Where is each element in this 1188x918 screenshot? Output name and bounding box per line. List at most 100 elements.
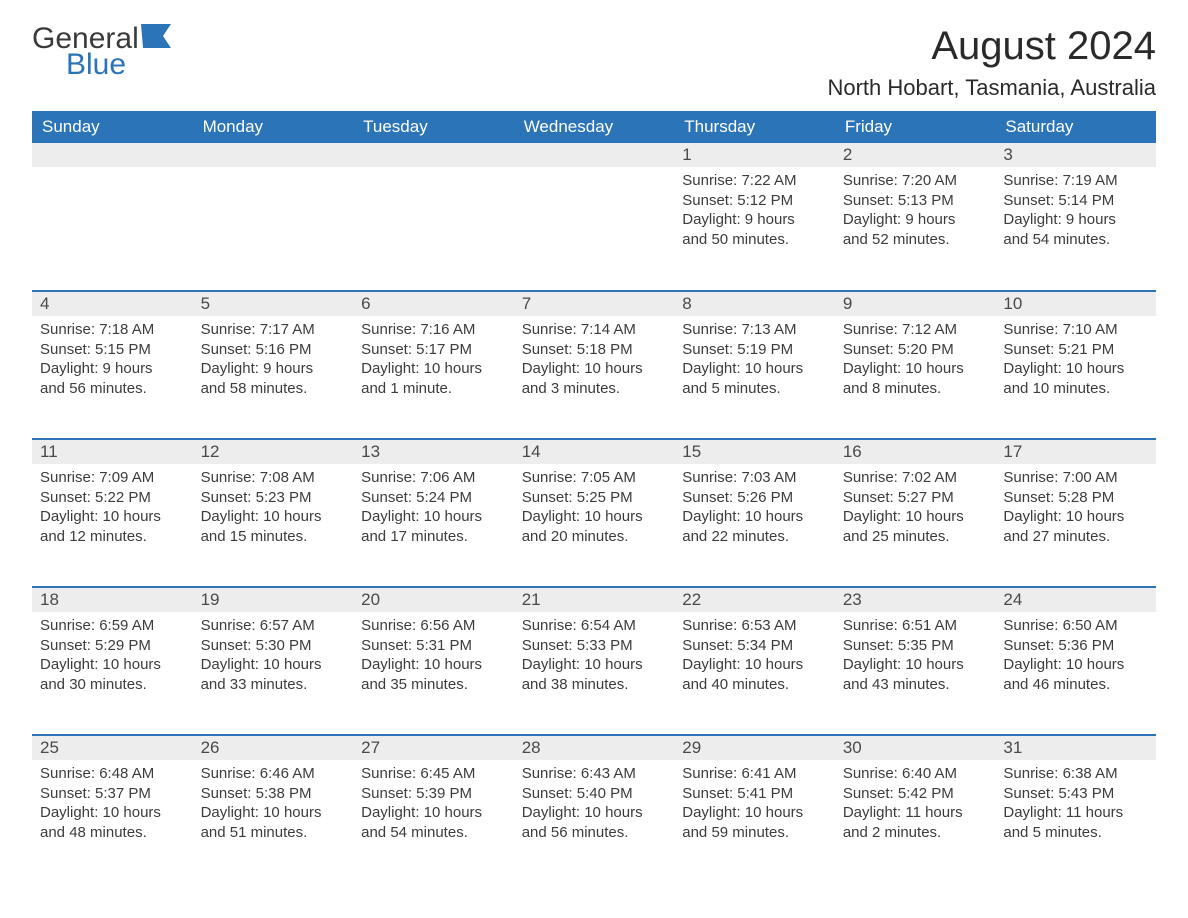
day-details: Sunrise: 7:14 AMSunset: 5:18 PMDaylight:… (514, 316, 675, 406)
weekday-header: Sunday (32, 111, 193, 143)
calendar-day-cell (32, 143, 193, 291)
day-sunset: Sunset: 5:22 PM (40, 488, 185, 508)
day-number: 28 (514, 736, 675, 760)
day-daylight2: and 8 minutes. (843, 379, 988, 399)
calendar-day-cell: 9Sunrise: 7:12 AMSunset: 5:20 PMDaylight… (835, 291, 996, 439)
day-daylight1: Daylight: 10 hours (682, 655, 827, 675)
day-details: Sunrise: 6:53 AMSunset: 5:34 PMDaylight:… (674, 612, 835, 702)
day-number (353, 143, 514, 167)
day-number: 21 (514, 588, 675, 612)
day-sunset: Sunset: 5:25 PM (522, 488, 667, 508)
day-number: 15 (674, 440, 835, 464)
day-sunset: Sunset: 5:43 PM (1003, 784, 1148, 804)
day-number (193, 143, 354, 167)
day-sunrise: Sunrise: 6:59 AM (40, 616, 185, 636)
calendar-week-row: 11Sunrise: 7:09 AMSunset: 5:22 PMDayligh… (32, 439, 1156, 587)
day-details: Sunrise: 6:57 AMSunset: 5:30 PMDaylight:… (193, 612, 354, 702)
weekday-header: Thursday (674, 111, 835, 143)
day-sunset: Sunset: 5:15 PM (40, 340, 185, 360)
day-number: 13 (353, 440, 514, 464)
calendar-week-row: 1Sunrise: 7:22 AMSunset: 5:12 PMDaylight… (32, 143, 1156, 291)
day-number: 30 (835, 736, 996, 760)
day-number: 23 (835, 588, 996, 612)
location-subtitle: North Hobart, Tasmania, Australia (827, 75, 1156, 101)
day-daylight2: and 2 minutes. (843, 823, 988, 843)
calendar-day-cell: 17Sunrise: 7:00 AMSunset: 5:28 PMDayligh… (995, 439, 1156, 587)
day-sunrise: Sunrise: 7:16 AM (361, 320, 506, 340)
logo: General Blue (32, 24, 175, 80)
day-number: 26 (193, 736, 354, 760)
day-number: 12 (193, 440, 354, 464)
day-sunset: Sunset: 5:23 PM (201, 488, 346, 508)
day-sunset: Sunset: 5:26 PM (682, 488, 827, 508)
day-daylight1: Daylight: 9 hours (40, 359, 185, 379)
calendar-day-cell (514, 143, 675, 291)
day-details: Sunrise: 7:10 AMSunset: 5:21 PMDaylight:… (995, 316, 1156, 406)
day-details: Sunrise: 6:51 AMSunset: 5:35 PMDaylight:… (835, 612, 996, 702)
calendar-day-cell: 30Sunrise: 6:40 AMSunset: 5:42 PMDayligh… (835, 735, 996, 883)
day-sunrise: Sunrise: 6:54 AM (522, 616, 667, 636)
day-daylight1: Daylight: 10 hours (1003, 507, 1148, 527)
day-number: 10 (995, 292, 1156, 316)
calendar-day-cell: 25Sunrise: 6:48 AMSunset: 5:37 PMDayligh… (32, 735, 193, 883)
day-details: Sunrise: 7:22 AMSunset: 5:12 PMDaylight:… (674, 167, 835, 257)
day-details: Sunrise: 7:02 AMSunset: 5:27 PMDaylight:… (835, 464, 996, 554)
day-daylight1: Daylight: 10 hours (40, 507, 185, 527)
day-daylight2: and 25 minutes. (843, 527, 988, 547)
day-daylight1: Daylight: 9 hours (201, 359, 346, 379)
day-daylight1: Daylight: 10 hours (682, 803, 827, 823)
day-sunrise: Sunrise: 7:02 AM (843, 468, 988, 488)
day-daylight2: and 38 minutes. (522, 675, 667, 695)
day-sunset: Sunset: 5:17 PM (361, 340, 506, 360)
day-details: Sunrise: 6:40 AMSunset: 5:42 PMDaylight:… (835, 760, 996, 850)
day-daylight1: Daylight: 10 hours (361, 507, 506, 527)
calendar-week-row: 4Sunrise: 7:18 AMSunset: 5:15 PMDaylight… (32, 291, 1156, 439)
day-sunset: Sunset: 5:40 PM (522, 784, 667, 804)
day-sunset: Sunset: 5:27 PM (843, 488, 988, 508)
day-sunset: Sunset: 5:38 PM (201, 784, 346, 804)
day-sunrise: Sunrise: 7:18 AM (40, 320, 185, 340)
day-sunset: Sunset: 5:20 PM (843, 340, 988, 360)
day-sunset: Sunset: 5:12 PM (682, 191, 827, 211)
day-number: 19 (193, 588, 354, 612)
day-sunrise: Sunrise: 7:05 AM (522, 468, 667, 488)
calendar-day-cell (193, 143, 354, 291)
day-number: 6 (353, 292, 514, 316)
day-daylight1: Daylight: 10 hours (843, 655, 988, 675)
day-sunrise: Sunrise: 7:00 AM (1003, 468, 1148, 488)
day-daylight1: Daylight: 10 hours (843, 507, 988, 527)
day-sunset: Sunset: 5:35 PM (843, 636, 988, 656)
day-sunrise: Sunrise: 7:13 AM (682, 320, 827, 340)
day-details: Sunrise: 7:19 AMSunset: 5:14 PMDaylight:… (995, 167, 1156, 257)
day-number: 27 (353, 736, 514, 760)
day-daylight2: and 51 minutes. (201, 823, 346, 843)
day-sunrise: Sunrise: 7:10 AM (1003, 320, 1148, 340)
day-daylight1: Daylight: 10 hours (361, 655, 506, 675)
day-daylight1: Daylight: 10 hours (522, 803, 667, 823)
calendar-day-cell: 15Sunrise: 7:03 AMSunset: 5:26 PMDayligh… (674, 439, 835, 587)
calendar-head: SundayMondayTuesdayWednesdayThursdayFrid… (32, 111, 1156, 143)
day-details: Sunrise: 7:00 AMSunset: 5:28 PMDaylight:… (995, 464, 1156, 554)
day-daylight2: and 1 minute. (361, 379, 506, 399)
day-daylight2: and 33 minutes. (201, 675, 346, 695)
day-sunset: Sunset: 5:21 PM (1003, 340, 1148, 360)
calendar-day-cell: 16Sunrise: 7:02 AMSunset: 5:27 PMDayligh… (835, 439, 996, 587)
calendar-week-row: 25Sunrise: 6:48 AMSunset: 5:37 PMDayligh… (32, 735, 1156, 883)
title-block: August 2024 North Hobart, Tasmania, Aust… (827, 24, 1156, 111)
day-details: Sunrise: 7:20 AMSunset: 5:13 PMDaylight:… (835, 167, 996, 257)
day-number: 17 (995, 440, 1156, 464)
calendar-body: 1Sunrise: 7:22 AMSunset: 5:12 PMDaylight… (32, 143, 1156, 883)
day-daylight1: Daylight: 10 hours (522, 359, 667, 379)
day-sunrise: Sunrise: 6:51 AM (843, 616, 988, 636)
calendar-day-cell: 29Sunrise: 6:41 AMSunset: 5:41 PMDayligh… (674, 735, 835, 883)
day-details: Sunrise: 6:48 AMSunset: 5:37 PMDaylight:… (32, 760, 193, 850)
day-number: 1 (674, 143, 835, 167)
day-sunrise: Sunrise: 6:41 AM (682, 764, 827, 784)
calendar-day-cell: 21Sunrise: 6:54 AMSunset: 5:33 PMDayligh… (514, 587, 675, 735)
day-number: 2 (835, 143, 996, 167)
day-daylight1: Daylight: 10 hours (843, 359, 988, 379)
day-sunset: Sunset: 5:31 PM (361, 636, 506, 656)
weekday-header: Friday (835, 111, 996, 143)
day-number: 24 (995, 588, 1156, 612)
calendar-day-cell: 6Sunrise: 7:16 AMSunset: 5:17 PMDaylight… (353, 291, 514, 439)
